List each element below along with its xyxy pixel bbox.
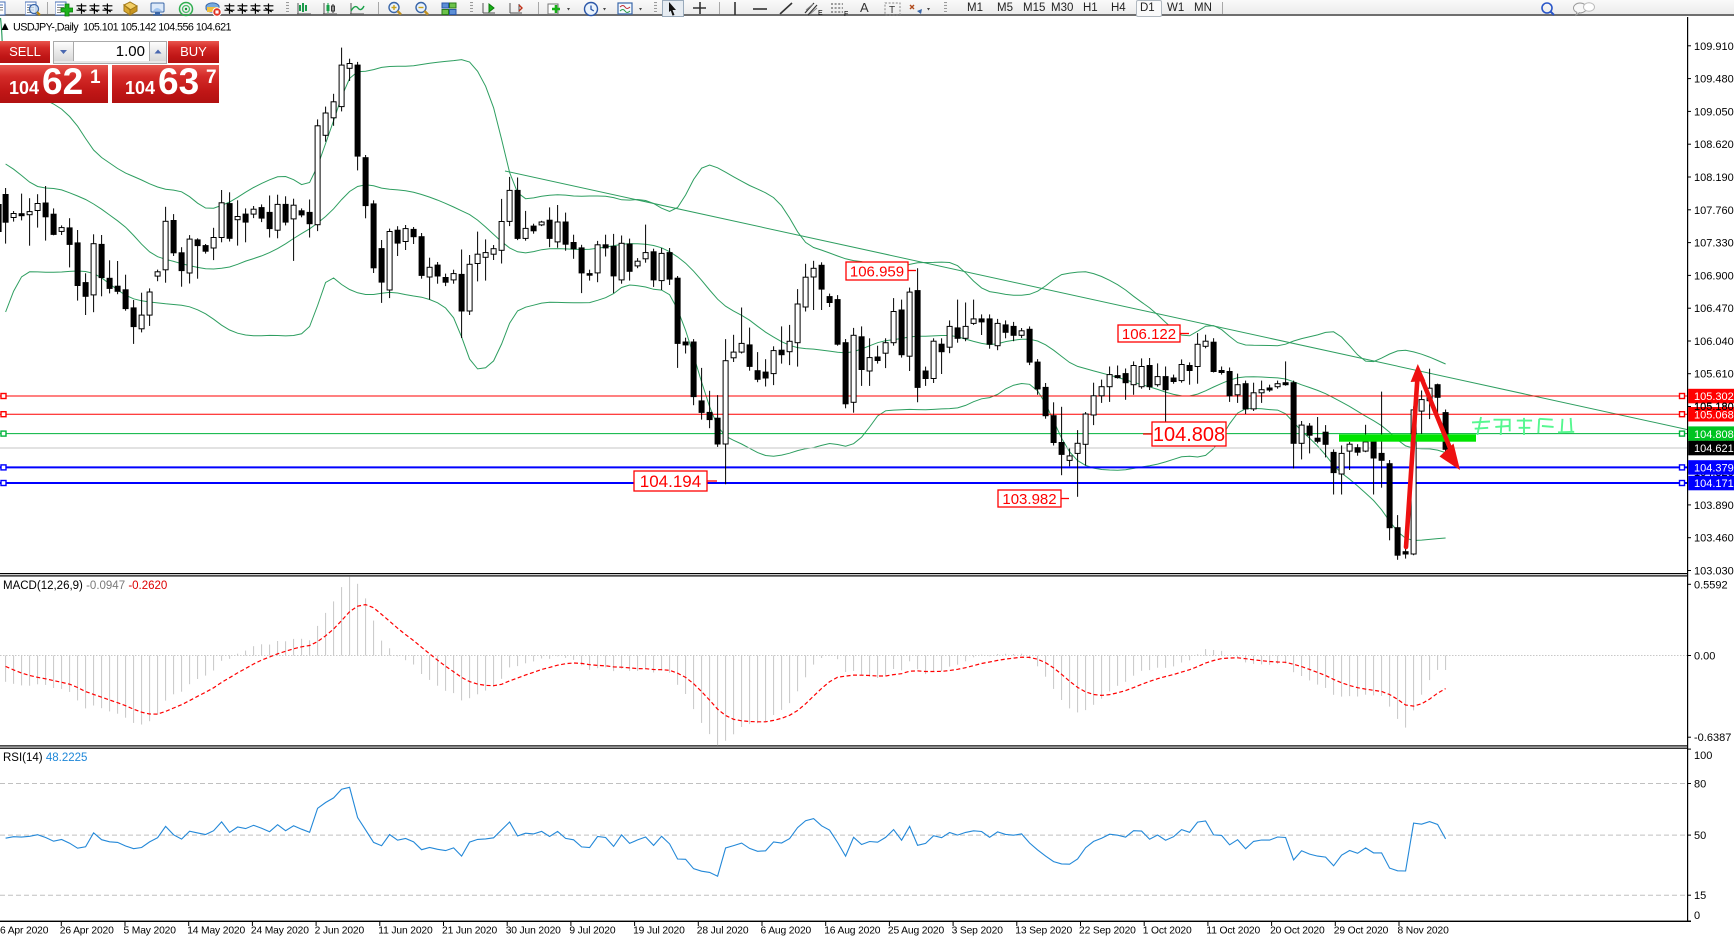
svg-text:E: E: [818, 10, 823, 17]
svg-text:29 Oct 2020: 29 Oct 2020: [1334, 926, 1389, 937]
svg-text:T: T: [889, 5, 895, 16]
svg-text:109.910: 109.910: [1694, 41, 1734, 53]
svg-text:11 Jun 2020: 11 Jun 2020: [378, 926, 433, 937]
svg-text:6 Aug 2020: 6 Aug 2020: [761, 926, 812, 937]
svg-text:2 Jun 2020: 2 Jun 2020: [315, 926, 365, 937]
svg-text:103.030: 103.030: [1694, 566, 1734, 578]
svg-text:0: 0: [1694, 910, 1700, 922]
svg-text:106.122: 106.122: [1122, 326, 1176, 343]
svg-text:24 May 2020: 24 May 2020: [251, 926, 309, 937]
svg-text:106.470: 106.470: [1694, 303, 1734, 315]
svg-text:21 Jun 2020: 21 Jun 2020: [442, 926, 497, 937]
svg-text:25 Aug 2020: 25 Aug 2020: [888, 926, 945, 937]
svg-text:104.194: 104.194: [640, 472, 701, 491]
svg-text:50: 50: [1694, 830, 1706, 842]
svg-text:103.460: 103.460: [1694, 533, 1734, 545]
svg-text:106.959: 106.959: [850, 263, 904, 280]
svg-text:103.890: 103.890: [1694, 500, 1734, 512]
svg-text:11 Oct 2020: 11 Oct 2020: [1206, 926, 1260, 937]
svg-text:105.302: 105.302: [1694, 391, 1734, 403]
svg-text:0.5592: 0.5592: [1694, 579, 1728, 591]
svg-text:103.982: 103.982: [1002, 491, 1056, 508]
svg-text:106.040: 106.040: [1694, 336, 1734, 348]
svg-text:3 Sep 2020: 3 Sep 2020: [952, 926, 1004, 937]
svg-text:106.900: 106.900: [1694, 270, 1734, 282]
svg-text:109.050: 109.050: [1694, 106, 1734, 118]
svg-text:15: 15: [1694, 890, 1706, 902]
svg-text:80: 80: [1694, 779, 1706, 791]
svg-text:104.379: 104.379: [1694, 463, 1734, 475]
svg-text:100: 100: [1694, 750, 1712, 762]
svg-text:108.190: 108.190: [1694, 172, 1734, 184]
svg-text:109.480: 109.480: [1694, 74, 1734, 86]
svg-text:F: F: [844, 11, 848, 17]
svg-text:RSI(14) 48.2225: RSI(14) 48.2225: [3, 752, 87, 764]
svg-text:USDJPY-,Daily 105.101 105.142: USDJPY-,Daily 105.101 105.142 104.556 10…: [13, 22, 232, 34]
svg-text:26 Apr 2020: 26 Apr 2020: [60, 926, 114, 937]
svg-text:19 Jul 2020: 19 Jul 2020: [633, 926, 685, 937]
svg-text:14 May 2020: 14 May 2020: [187, 926, 245, 937]
svg-text:22 Sep 2020: 22 Sep 2020: [1079, 926, 1136, 937]
svg-text:107.760: 107.760: [1694, 205, 1734, 217]
svg-text:108.620: 108.620: [1694, 139, 1734, 151]
svg-text:-0.6387: -0.6387: [1694, 732, 1731, 744]
svg-text:104.621: 104.621: [1694, 443, 1734, 455]
svg-text:1 Oct 2020: 1 Oct 2020: [1143, 926, 1192, 937]
svg-text:13 Sep 2020: 13 Sep 2020: [1015, 926, 1072, 937]
svg-text:6 Apr 2020: 6 Apr 2020: [0, 926, 49, 937]
svg-text:28 Jul 2020: 28 Jul 2020: [697, 926, 749, 937]
svg-text:20 Oct 2020: 20 Oct 2020: [1270, 926, 1325, 937]
svg-text:0.00: 0.00: [1694, 651, 1715, 663]
svg-text:16 Aug 2020: 16 Aug 2020: [824, 926, 881, 937]
svg-text:5 May 2020: 5 May 2020: [124, 926, 177, 937]
svg-text:107.330: 107.330: [1694, 238, 1734, 250]
svg-text:105.610: 105.610: [1694, 369, 1734, 381]
svg-text:MACD(12,26,9) -0.0947 -0.2620: MACD(12,26,9) -0.0947 -0.2620: [3, 580, 167, 592]
svg-text:105.180: 105.180: [1694, 401, 1734, 413]
svg-text:104.808: 104.808: [1153, 424, 1225, 446]
svg-text:30 Jun 2020: 30 Jun 2020: [506, 926, 561, 937]
svg-text:9 Jul 2020: 9 Jul 2020: [569, 926, 615, 937]
svg-text:8 Nov 2020: 8 Nov 2020: [1398, 926, 1450, 937]
svg-text:104.808: 104.808: [1694, 429, 1734, 441]
svg-text:105.068: 105.068: [1694, 409, 1734, 421]
svg-text:104.171: 104.171: [1694, 478, 1734, 490]
